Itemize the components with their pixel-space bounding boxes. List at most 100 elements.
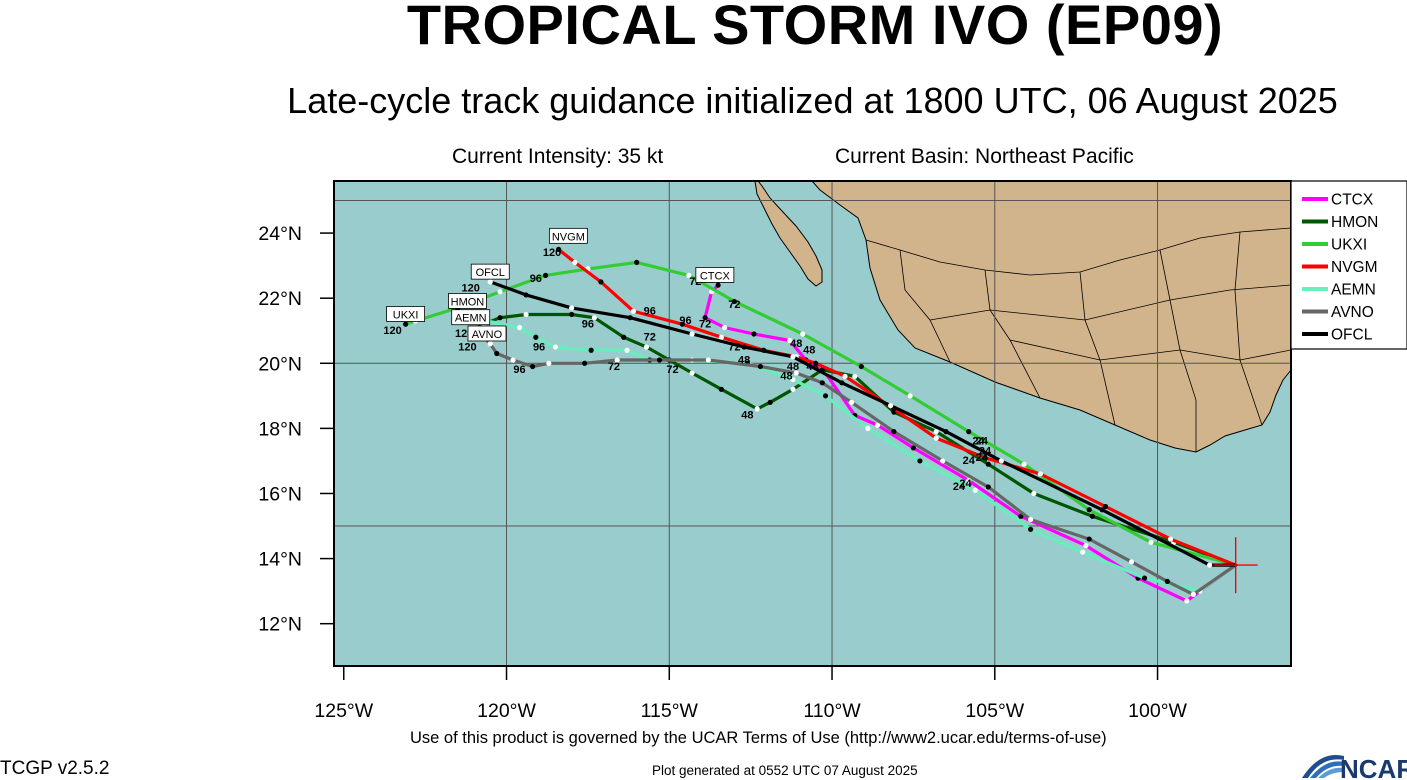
- track-point-ofcl: [569, 305, 575, 311]
- tracks-layer: [403, 246, 1238, 604]
- track-point-ctcx: [966, 477, 972, 484]
- track-point-ctcx: [1083, 542, 1089, 549]
- track-point-aemn: [917, 458, 923, 464]
- forecast-hour-label-avno: 72: [608, 361, 620, 373]
- track-point-hmon: [1031, 490, 1037, 497]
- lon-tick-label: 120°W: [477, 700, 536, 722]
- forecast-hour-label-ukxi: 72: [728, 299, 740, 311]
- legend-label-ofcl: OFCL: [1331, 327, 1373, 344]
- track-point-nvgm: [1037, 471, 1043, 477]
- lat-tick-label: 12°N: [258, 614, 302, 636]
- track-point-ukxi: [731, 298, 737, 305]
- track-point-ofcl: [689, 331, 695, 337]
- model-tag-box-hmon: [448, 293, 487, 309]
- lat-tick-label: 16°N: [258, 483, 302, 505]
- track-point-ctcx: [751, 331, 757, 337]
- forecast-hour-label-aemn: 96: [533, 341, 545, 353]
- forecast-hour-label-hmon: 24: [976, 452, 989, 464]
- track-point-ukxi: [634, 259, 640, 265]
- current-basin: Current Basin: Northeast Pacific: [835, 145, 1134, 168]
- track-point-avno: [582, 360, 588, 366]
- track-point-hmon: [985, 461, 991, 467]
- forecast-hour-label-nvgm: 120: [543, 247, 561, 259]
- forecast-hour-label-nvgm: 48: [806, 361, 818, 373]
- track-point-nvgm: [813, 360, 819, 366]
- track-point-ukxi: [858, 363, 864, 370]
- track-point-ofcl: [523, 292, 529, 298]
- track-point-nvgm: [1167, 536, 1174, 542]
- track-point-ukxi: [542, 272, 549, 278]
- track-point-ofcl: [839, 380, 845, 386]
- forecast-hour-label-aemn: 24: [953, 481, 966, 493]
- track-point-ctcx: [910, 445, 917, 451]
- track-point-avno: [614, 357, 620, 363]
- legend-label-avno: AVNO: [1331, 304, 1374, 321]
- legend-label-nvgm: NVGM: [1331, 259, 1378, 276]
- track-line-aemn: [469, 319, 1238, 593]
- model-tag-avno: AVNO: [467, 325, 507, 342]
- model-tag-box-aemn: [451, 309, 491, 326]
- track-point-ukxi: [1021, 461, 1027, 467]
- track-point-aemn: [1027, 526, 1034, 532]
- track-point-ukxi: [907, 393, 913, 399]
- axis-ticks: 125°W 120°W 115°W 110°W 105°W 100°W 24°N 22°N 20…: [258, 223, 1187, 722]
- track-point-ctcx: [702, 315, 708, 321]
- track-point-nvgm: [679, 321, 685, 327]
- legend: CTCX HMON UKXI NVGM AEMN AVNO OFCL: [1290, 180, 1407, 350]
- track-point-nvgm: [1102, 503, 1109, 510]
- forecast-hour-label-ctcx: 48: [790, 338, 802, 350]
- track-point-ukxi: [1086, 507, 1092, 513]
- forecast-hour-label-aemn: 48: [780, 371, 792, 383]
- model-tag-label-ctcx: CTCX: [700, 270, 731, 282]
- legend-label-ukxi: UKXI: [1331, 237, 1367, 254]
- track-point-aemn: [865, 425, 871, 431]
- track-point-ctcx: [875, 422, 881, 428]
- track-point-avno: [656, 357, 663, 363]
- model-tag-box-ctcx: [695, 266, 735, 283]
- model-tag-ukxi: UKXI: [386, 306, 426, 322]
- track-point-aemn: [1080, 549, 1086, 555]
- forecast-hour-label-hmon: 72: [644, 331, 656, 343]
- forecast-hour-label-nvgm: 72: [699, 318, 711, 330]
- generated-timestamp: Plot generated at 0552 UTC 07 August 202…: [652, 763, 918, 778]
- track-point-avno: [1027, 516, 1034, 523]
- track-point-hmon: [591, 315, 598, 321]
- track-ofcl: [487, 279, 1238, 568]
- track-point-hmon: [497, 315, 503, 321]
- track-point-avno: [848, 399, 855, 405]
- lat-tick-label: 24°N: [258, 223, 302, 245]
- model-tag-label-nvgm: NVGM: [552, 231, 585, 243]
- track-point-hmon: [689, 370, 695, 376]
- state-borders: [865, 227, 1291, 452]
- track-point-avno: [487, 341, 493, 347]
- legend-label-ctcx: CTCX: [1331, 192, 1374, 209]
- model-tag-label-ofcl: OFCL: [476, 267, 505, 279]
- track-point-ofcl: [627, 315, 633, 321]
- track-point-ofcl: [1207, 562, 1213, 568]
- track-point-ukxi: [966, 429, 972, 435]
- ncar-logo: NCAR: [1302, 754, 1407, 780]
- track-point-nvgm: [842, 373, 848, 379]
- track-point-nvgm: [933, 435, 939, 441]
- track-point-nvgm: [982, 455, 988, 461]
- model-tag-label-avno: AVNO: [472, 329, 503, 341]
- forecast-hour-label-ofcl: 120: [462, 283, 480, 295]
- forecast-hour-label-avno: 96: [513, 364, 525, 376]
- track-point-ctcx: [1184, 598, 1190, 604]
- track-point-ukxi: [800, 331, 806, 337]
- initial-position-marker: [1213, 537, 1258, 594]
- plot-frame: [333, 180, 1292, 667]
- track-point-aemn: [624, 347, 630, 353]
- model-tag-box-ofcl: [470, 263, 510, 280]
- legend-label-aemn: AEMN: [1331, 282, 1376, 299]
- track-point-aemn: [790, 376, 796, 383]
- track-point-avno: [529, 363, 536, 370]
- model-tag-aemn: AEMN: [451, 309, 491, 326]
- track-point-hmon: [933, 429, 939, 435]
- track-point-avno: [1190, 591, 1196, 597]
- track-point-ukxi: [1148, 539, 1154, 545]
- forecast-hour-label-ukxi: 24: [972, 436, 985, 448]
- track-point-hmon: [523, 311, 529, 318]
- track-point-hmon: [621, 334, 627, 340]
- track-point-ctcx: [787, 337, 793, 344]
